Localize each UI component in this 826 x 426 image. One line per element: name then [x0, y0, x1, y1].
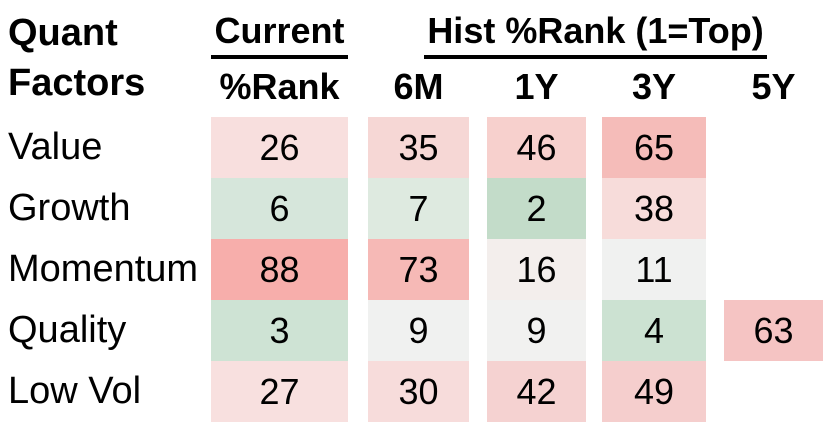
column-header-6m: 6M [393, 66, 444, 107]
cell-quality-1y[interactable]: 9 [487, 300, 586, 361]
table-title: Quant Factors [8, 8, 145, 108]
cell-growth-current-rank[interactable]: 6 [211, 178, 348, 239]
cell-momentum-3y[interactable]: 11 [602, 239, 706, 300]
cell-growth-6m[interactable]: 7 [368, 178, 469, 239]
cell-low-vol-3y[interactable]: 49 [602, 361, 706, 422]
cell-momentum-1y[interactable]: 16 [487, 239, 586, 300]
cell-value-6m[interactable]: 35 [368, 117, 469, 178]
cell-momentum-current-rank[interactable]: 88 [211, 239, 348, 300]
row-label-growth: Growth [8, 187, 131, 229]
cell-value-1y[interactable]: 46 [487, 117, 586, 178]
cell-quality-current-rank[interactable]: 3 [211, 300, 348, 361]
cell-value-current-rank[interactable]: 26 [211, 117, 348, 178]
table-title-line2: Factors [8, 62, 146, 104]
column-header-percent-rank: %Rank [219, 66, 340, 107]
cell-growth-3y[interactable]: 38 [602, 178, 706, 239]
cell-momentum-6m[interactable]: 73 [368, 239, 469, 300]
cell-value-3y[interactable]: 65 [602, 117, 706, 178]
row-label-momentum: Momentum [8, 248, 199, 290]
group-header-hist-label: Hist %Rank (1=Top) [424, 8, 767, 59]
cell-quality-6m[interactable]: 9 [368, 300, 469, 361]
cell-growth-1y[interactable]: 2 [487, 178, 586, 239]
group-header-hist: Hist %Rank (1=Top) [368, 8, 823, 62]
column-header-5y: 5Y [751, 66, 796, 107]
column-header-1y: 1Y [514, 66, 559, 107]
cell-low-vol-1y[interactable]: 42 [487, 361, 586, 422]
cell-low-vol-6m[interactable]: 30 [368, 361, 469, 422]
table-title-line1: Quant [8, 12, 118, 54]
row-label-low-vol: Low Vol [8, 370, 142, 412]
row-label-value: Value [8, 126, 103, 168]
group-header-current-label: Current [211, 8, 348, 59]
row-label-quality: Quality [8, 309, 127, 351]
cell-quality-3y[interactable]: 4 [602, 300, 706, 361]
cell-quality-5y[interactable]: 63 [724, 300, 823, 361]
column-header-3y: 3Y [631, 66, 677, 107]
group-header-current: Current [211, 8, 348, 62]
cell-low-vol-current-rank[interactable]: 27 [211, 361, 348, 422]
